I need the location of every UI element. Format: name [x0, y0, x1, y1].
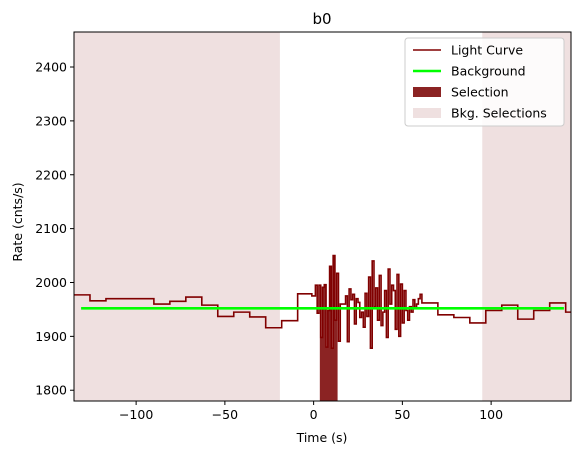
legend-label: Bkg. Selections	[451, 106, 547, 121]
legend: Light Curve Background Selection Bkg. Selec…	[404, 37, 565, 127]
chart-title: b0	[312, 10, 331, 28]
y-axis-label: Rate (cnts/s)	[10, 182, 25, 261]
bkg-selection-region	[74, 32, 280, 401]
legend-label: Selection	[451, 85, 509, 100]
axes-frame	[73, 31, 572, 402]
y-tick-label: 2100	[35, 221, 67, 236]
y-tick-label: 2400	[35, 60, 67, 75]
y-tick-label: 1900	[35, 329, 67, 344]
legend-swatch-patch	[413, 108, 441, 118]
x-tick-label: 50	[394, 407, 410, 422]
y-axis-ticks: 1800 1900 2000 2100 2200 2300 2400	[35, 60, 74, 398]
x-tick-label: −50	[212, 407, 238, 422]
x-axis-label: Time (s)	[296, 430, 348, 445]
light-curve-line	[74, 254, 571, 350]
y-tick-label: 2000	[35, 275, 67, 290]
x-tick-label: −100	[119, 407, 153, 422]
x-tick-label: 0	[310, 407, 318, 422]
legend-label: Background	[451, 64, 526, 79]
legend-swatch-patch	[413, 87, 441, 97]
legend-label: Light Curve	[451, 43, 523, 58]
y-tick-label: 1800	[35, 383, 67, 398]
legend-box	[404, 37, 565, 127]
x-axis-ticks: −100 −50 0 50 100	[119, 401, 503, 422]
y-tick-label: 2200	[35, 167, 67, 182]
x-tick-label: 100	[479, 407, 503, 422]
y-tick-label: 2300	[35, 113, 67, 128]
